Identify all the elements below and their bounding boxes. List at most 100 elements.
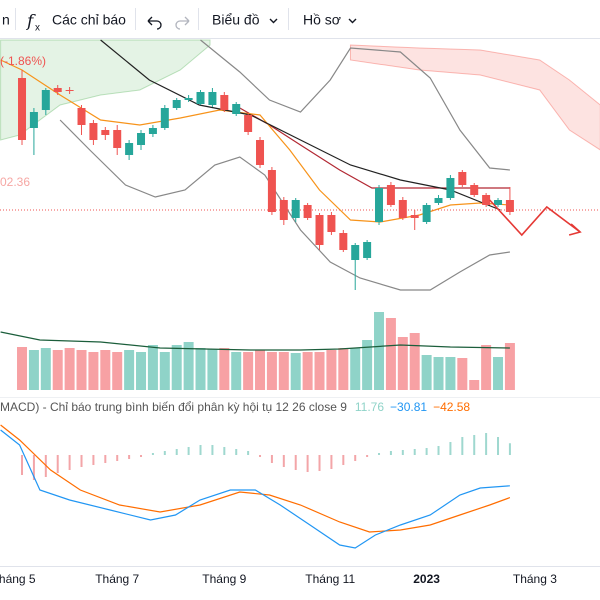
indicators-button[interactable]: Các chỉ báo (52, 12, 126, 28)
volume-bar (493, 357, 504, 390)
histogram-bar (473, 435, 476, 455)
volume-bar (243, 352, 254, 390)
candle-body (220, 95, 229, 110)
macd-legend: MACD) - Chỉ báo trung bình biến đổi phân… (0, 400, 347, 414)
volume-bar (469, 380, 480, 390)
histogram-bar (270, 455, 273, 463)
redo-button[interactable] (175, 16, 190, 30)
volume-bar (314, 352, 325, 390)
volume-bar (266, 352, 277, 390)
histogram-bar (378, 453, 381, 455)
x-tick-label: Tháng 7 (95, 572, 139, 586)
volume-bar (52, 350, 63, 390)
toolbar-item[interactable]: n (2, 12, 10, 28)
candle-body (363, 242, 372, 258)
profile-menu[interactable]: Hồ sơ (303, 12, 341, 28)
x-tick-label: háng 5 (0, 572, 36, 586)
candle-body (172, 100, 181, 108)
volume-bar (433, 357, 444, 390)
candle-body (398, 200, 407, 218)
histogram-bar (401, 450, 404, 455)
histogram-bar (140, 455, 143, 457)
volume-bar (504, 343, 515, 390)
histogram-bar (425, 448, 428, 455)
candle-body (53, 88, 62, 92)
histogram-bar (21, 455, 24, 475)
cloud (349, 44, 600, 151)
histogram-bar (32, 455, 35, 480)
histogram-bar (247, 451, 250, 455)
chevron (269, 18, 278, 24)
histogram-bar (211, 445, 214, 455)
chart-menu[interactable]: Biểu đồ (212, 12, 260, 28)
volume-bar (278, 352, 289, 390)
volume-bar (100, 350, 111, 390)
x-axis: háng 5 Tháng 7 Tháng 9 Tháng 11 2023 Tháng 3 (0, 572, 557, 586)
histogram-bar (163, 451, 166, 455)
volume-bar (207, 349, 218, 390)
candle-body (256, 140, 265, 165)
volume-bar (445, 357, 456, 390)
candle-body (446, 178, 455, 198)
volume-ma (0, 331, 510, 351)
volume-bar (397, 337, 408, 390)
candle-body (196, 92, 205, 104)
projection-arrowhead (568, 223, 582, 236)
volume-bar (362, 340, 373, 390)
volume-bar (64, 348, 75, 390)
histogram-bar (80, 455, 83, 467)
histogram-bar (294, 455, 297, 470)
histogram-bar (330, 455, 333, 469)
histogram-bar (282, 455, 285, 467)
histogram-bar (199, 445, 202, 455)
candle-body (375, 188, 384, 222)
signal-line (0, 424, 511, 533)
volume-bar (195, 348, 206, 390)
histogram-bar (449, 442, 452, 455)
histogram-bar (342, 455, 345, 465)
candle-body (351, 245, 360, 260)
histogram-bar (92, 455, 95, 465)
candle-body (422, 205, 431, 222)
volume-bar (255, 350, 266, 390)
histogram-bar (68, 455, 71, 470)
histogram-bar (116, 455, 119, 461)
volume-bar (171, 345, 182, 390)
x-tick-label: Tháng 9 (202, 572, 246, 586)
candle-body (89, 123, 98, 140)
volume-bar (147, 345, 158, 390)
chevron (348, 18, 357, 24)
candle-body (244, 115, 253, 132)
histogram-bar (354, 455, 357, 461)
candle-body (410, 215, 419, 218)
volume-bar (231, 352, 242, 390)
candle-body (386, 185, 395, 205)
candle-body (434, 198, 443, 203)
candle-body (77, 108, 86, 125)
histogram-bar (306, 455, 309, 472)
change-label: (-1.86%) (0, 54, 46, 68)
undo-button[interactable] (147, 16, 162, 30)
histogram-bar (151, 453, 154, 455)
candle-body (208, 92, 217, 105)
candle-body (315, 215, 324, 245)
histogram-bar (175, 449, 178, 455)
candle-body (148, 128, 157, 134)
candle-body (29, 112, 38, 128)
indicator-line (200, 39, 510, 171)
volume-bar (124, 350, 135, 390)
volume-bar (385, 318, 396, 390)
fx-icon[interactable]: f (25, 12, 36, 32)
volume-bar (409, 333, 420, 390)
candle-body (327, 215, 336, 232)
histogram-bar (128, 455, 131, 459)
volume-bar (338, 348, 349, 390)
fx-icon[interactable]: x (35, 23, 40, 34)
volume-bar (40, 348, 51, 390)
histogram-bar (187, 447, 190, 455)
candle-body (339, 233, 348, 250)
volume-bar (421, 355, 432, 390)
histogram-bar (259, 455, 262, 457)
